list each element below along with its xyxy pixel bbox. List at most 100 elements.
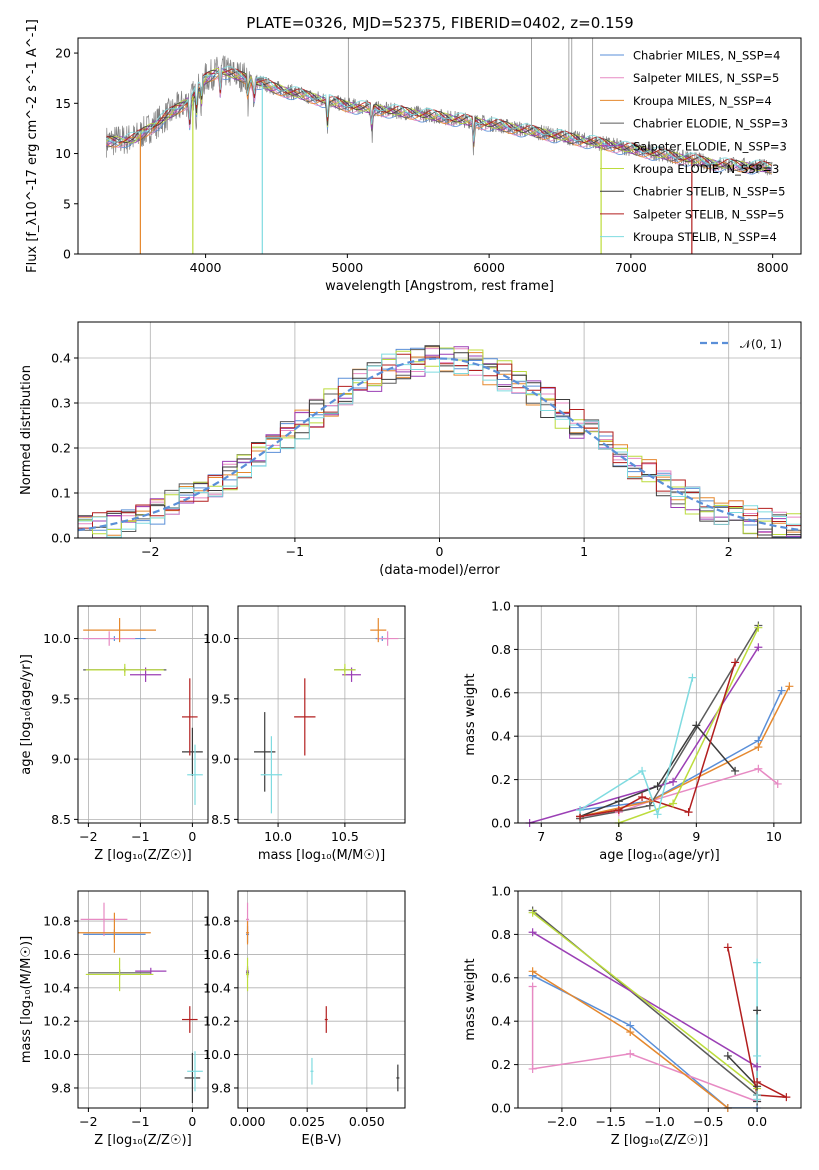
point-marker-chabrier_stelib (753, 1006, 762, 1015)
plot-area (78, 345, 801, 538)
x-axis-label: Z [log₁₀(Z/Z☉)] (94, 1133, 191, 1148)
x-tick-label: 0 (188, 1114, 196, 1129)
y-tick-label: 0.6 (491, 685, 511, 700)
point-marker-kroupa_stelib (688, 673, 697, 682)
y-axis-label: Flux [f_λ10^-17 erg cm^-2 s^-1 A^-1] (25, 19, 40, 273)
point-marker-kroupa_miles (626, 1028, 635, 1037)
y-tick-label: 1.0 (491, 599, 511, 614)
y-tick-label: 10.0 (203, 631, 231, 646)
point-marker-salpeter_miles (626, 1049, 635, 1058)
point-marker-salpeter_stelib (782, 1093, 791, 1102)
legend-label: Kroupa STELIB, N_SSP=4 (633, 230, 777, 244)
y-tick-label: 10.4 (43, 980, 71, 995)
point-marker-kroupa_miles (754, 743, 763, 752)
figure-title: PLATE=0326, MJD=52375, FIBERID=0402, z=0… (246, 14, 633, 32)
x-tick-label: 0.050 (349, 1114, 385, 1129)
y-tick-label: 10.2 (203, 1014, 231, 1029)
axes-frame (77, 890, 209, 1109)
x-axis-label: (data-model)/error (379, 563, 500, 578)
point-marker-salpeter_miles (773, 779, 782, 788)
x-tick-label: −1 (131, 829, 149, 844)
y-tick-label: 0.0 (51, 531, 71, 546)
point-marker-chabrier_stelib (731, 766, 740, 775)
legend-label: Chabrier STELIB, N_SSP=5 (633, 185, 785, 199)
series-line-kroupa_stelib (579, 677, 694, 817)
x-tick-label: 5000 (331, 260, 363, 275)
y-tick-label: 9.8 (211, 1080, 231, 1095)
point-marker-salpeter_miles (528, 982, 537, 991)
x-tick-label: −2.0 (547, 1114, 577, 1129)
point-marker-kroupa_miles (528, 967, 537, 976)
series-line-chabrier_miles (532, 974, 758, 1108)
point-marker-salpeter_elodie (754, 643, 763, 652)
point-marker-salpeter_stelib (753, 1077, 762, 1086)
legend-label: Salpeter STELIB, N_SSP=5 (633, 207, 784, 221)
y-tick-label: 9.8 (51, 1080, 71, 1095)
y-tick-label: 10.2 (43, 1014, 71, 1029)
y-tick-label: 9.5 (211, 691, 231, 706)
point-marker-kroupa_stelib (753, 958, 762, 967)
histogram-kroupa_stelib (78, 353, 801, 538)
x-axis-label: E(B-V) (301, 1133, 341, 1148)
x-tick-label: −0.5 (693, 1114, 723, 1129)
point-marker-kroupa_elodie (528, 908, 537, 917)
axes-frame (237, 890, 406, 1109)
point-marker-salpeter_miles (754, 764, 763, 773)
x-tick-label: −1.0 (644, 1114, 674, 1129)
x-axis-label: age [log₁₀(age/yr)] (599, 848, 720, 863)
x-tick-label: 0 (188, 829, 196, 844)
chart-age-vs-z: −2 −1 0 8.5 9.0 9.5 10.0 Z [log₁₀(Z/Z☉)] age [lo… (19, 605, 209, 863)
y-axis-label: mass [log₁₀(M/M☉)] (19, 936, 34, 1063)
x-tick-label: −2 (141, 544, 159, 559)
y-axis-label: Normed distribution (19, 365, 34, 495)
series-line-kroupa_elodie (532, 912, 758, 1090)
y-tick-label: 9.0 (51, 752, 71, 767)
legend-label: 𝒩(0, 1) (740, 337, 782, 351)
plot-area (246, 902, 400, 1092)
axes-frame (77, 605, 209, 824)
y-tick-label: 0.8 (491, 642, 511, 657)
y-tick-label: 0.2 (491, 772, 511, 787)
y-tick-label: 0.4 (51, 351, 71, 366)
y-tick-label: 0.4 (491, 1014, 511, 1029)
legend-label: Kroupa MILES, N_SSP=4 (633, 94, 772, 108)
point-marker-chabrier_stelib (653, 782, 662, 791)
y-tick-label: 0 (63, 247, 71, 262)
point-marker-chabrier_stelib (692, 721, 701, 730)
y-tick-label: 10.0 (43, 631, 71, 646)
y-tick-label: 10.4 (203, 980, 231, 995)
model-spectrum-kroupa_stelib (106, 66, 772, 169)
series-line-chabrier_miles (579, 690, 783, 811)
y-tick-label: 9.0 (211, 752, 231, 767)
y-tick-label: 10.6 (203, 947, 231, 962)
legend-label: Chabrier MILES, N_SSP=4 (633, 49, 780, 63)
x-tick-label: 7 (537, 829, 545, 844)
series-line-kroupa_miles (579, 685, 791, 818)
plot-area (254, 618, 399, 814)
point-marker-kroupa_stelib (753, 1095, 762, 1104)
normal-curve (78, 357, 801, 532)
x-tick-label: 10 (766, 829, 782, 844)
legend-label: Salpeter ELODIE, N_SSP=3 (633, 139, 787, 153)
y-tick-label: 10.0 (203, 1047, 231, 1062)
plot-area (529, 625, 791, 823)
point-marker-salpeter_elodie (669, 777, 678, 786)
y-axis-label: mass weight (463, 673, 478, 755)
x-tick-label: 8 (615, 829, 623, 844)
y-tick-label: 1.0 (491, 884, 511, 899)
point-marker-salpeter_stelib (638, 792, 647, 801)
x-axis-label: Z [log₁₀(Z/Z☉)] (94, 848, 191, 863)
y-tick-label: 8.5 (51, 812, 71, 827)
chart-weight-vs-age: 7 8 9 10 0.0 0.2 0.4 0.6 0.8 1.0 age [log₁₀(age/yr… (463, 599, 802, 863)
axes-frame (517, 605, 802, 824)
y-axis-label: mass weight (463, 958, 478, 1040)
x-tick-label: −1 (131, 1114, 149, 1129)
x-axis-label: mass [log₁₀(M/M☉)] (258, 848, 385, 863)
point-marker-chabrier_elodie (645, 801, 654, 810)
x-tick-label: 8000 (757, 260, 789, 275)
y-tick-label: 8.5 (211, 812, 231, 827)
chart-age-vs-mass: 10.0 10.5 8.5 9.0 9.5 10.0 mass [log₁₀(M/M☉)] (203, 605, 406, 863)
x-tick-label: 7000 (615, 260, 647, 275)
data-spectrum (106, 38, 773, 176)
